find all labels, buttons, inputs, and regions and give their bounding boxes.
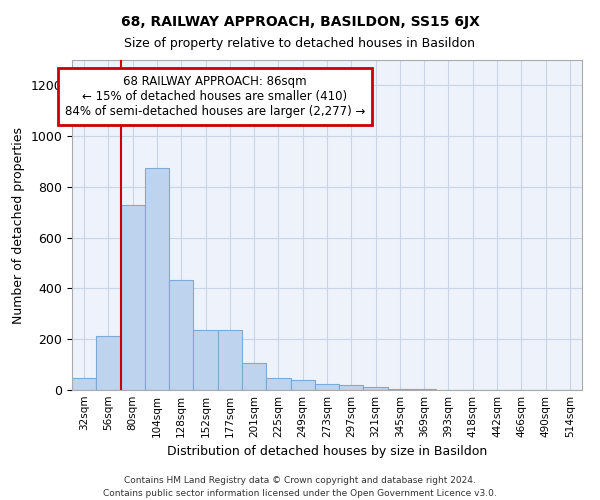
- Bar: [364, 388, 388, 390]
- Text: Contains HM Land Registry data © Crown copyright and database right 2024.
Contai: Contains HM Land Registry data © Crown c…: [103, 476, 497, 498]
- X-axis label: Distribution of detached houses by size in Basildon: Distribution of detached houses by size …: [167, 446, 487, 458]
- Text: 68 RAILWAY APPROACH: 86sqm
← 15% of detached houses are smaller (410)
84% of sem: 68 RAILWAY APPROACH: 86sqm ← 15% of deta…: [65, 75, 365, 118]
- Bar: [242, 364, 266, 390]
- Bar: [193, 330, 218, 390]
- Bar: [96, 336, 121, 390]
- Bar: [266, 378, 290, 390]
- Text: 68, RAILWAY APPROACH, BASILDON, SS15 6JX: 68, RAILWAY APPROACH, BASILDON, SS15 6JX: [121, 15, 479, 29]
- Bar: [218, 330, 242, 390]
- Bar: [145, 168, 169, 390]
- Bar: [388, 389, 412, 390]
- Bar: [315, 384, 339, 390]
- Bar: [121, 205, 145, 390]
- Bar: [72, 378, 96, 390]
- Y-axis label: Number of detached properties: Number of detached properties: [12, 126, 25, 324]
- Bar: [169, 280, 193, 390]
- Bar: [339, 386, 364, 390]
- Bar: [290, 380, 315, 390]
- Text: Size of property relative to detached houses in Basildon: Size of property relative to detached ho…: [125, 38, 476, 51]
